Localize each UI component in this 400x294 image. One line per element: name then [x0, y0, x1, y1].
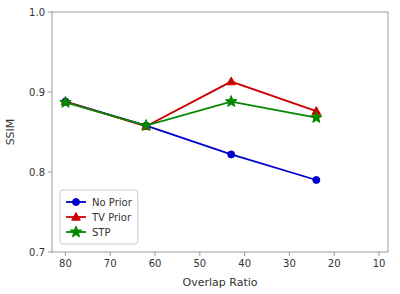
plot-frame [52, 12, 388, 252]
y-axis: 0.7 0.8 0.9 1.0 [29, 7, 52, 258]
y-tick [48, 12, 52, 13]
x-tick [379, 252, 380, 256]
x-tick-label: 40 [238, 258, 251, 269]
x-tick [110, 252, 111, 256]
legend: No Prior TV Prior STP [60, 190, 138, 244]
legend-label: No Prior [92, 197, 133, 208]
x-tick [289, 252, 290, 256]
y-axis-label: SSIM [4, 119, 17, 146]
x-axis-label: Overlap Ratio [183, 276, 258, 289]
data-point [228, 151, 235, 158]
series-line [65, 82, 316, 127]
x-tick-label: 60 [149, 258, 162, 269]
series-line [65, 102, 316, 180]
data-point [225, 96, 236, 107]
data-point [60, 96, 71, 107]
y-tick-label: 0.9 [29, 87, 45, 98]
plot-area [60, 77, 322, 183]
series [62, 98, 320, 183]
data-point [313, 177, 320, 184]
x-tick-label: 10 [373, 258, 386, 269]
x-tick [334, 252, 335, 256]
data-point [311, 112, 322, 123]
y-tick-label: 0.8 [29, 167, 45, 178]
y-tick-label: 0.7 [29, 247, 45, 258]
x-tick-label: 20 [328, 258, 341, 269]
x-tick-label: 50 [193, 258, 206, 269]
x-tick-label: 30 [283, 258, 296, 269]
y-tick-label: 1.0 [29, 7, 45, 18]
x-tick-label: 80 [59, 258, 72, 269]
y-tick [48, 92, 52, 93]
legend-swatch-marker [73, 199, 80, 206]
legend-swatch-marker [70, 226, 81, 237]
x-tick [65, 252, 66, 256]
data-point [227, 77, 236, 85]
x-tick [244, 252, 245, 256]
legend-swatch-marker [72, 213, 81, 221]
data-point [140, 120, 151, 131]
x-tick [199, 252, 200, 256]
x-tick-label: 70 [104, 258, 117, 269]
legend-box [60, 190, 138, 244]
legend-label: TV Prior [91, 212, 132, 223]
chart-svg: 80 70 60 50 40 30 20 10 0.7 0.8 0.9 1.0 Overlap Rati… [0, 0, 400, 294]
x-axis: 80 70 60 50 40 30 20 10 [59, 252, 385, 269]
series [61, 77, 320, 129]
y-tick [48, 172, 52, 173]
series [60, 96, 322, 131]
x-tick [155, 252, 156, 256]
y-tick [48, 252, 52, 253]
series-line [65, 102, 316, 126]
chart-container: 80 70 60 50 40 30 20 10 0.7 0.8 0.9 1.0 Overlap Rati… [0, 0, 400, 294]
legend-label: STP [92, 227, 111, 238]
